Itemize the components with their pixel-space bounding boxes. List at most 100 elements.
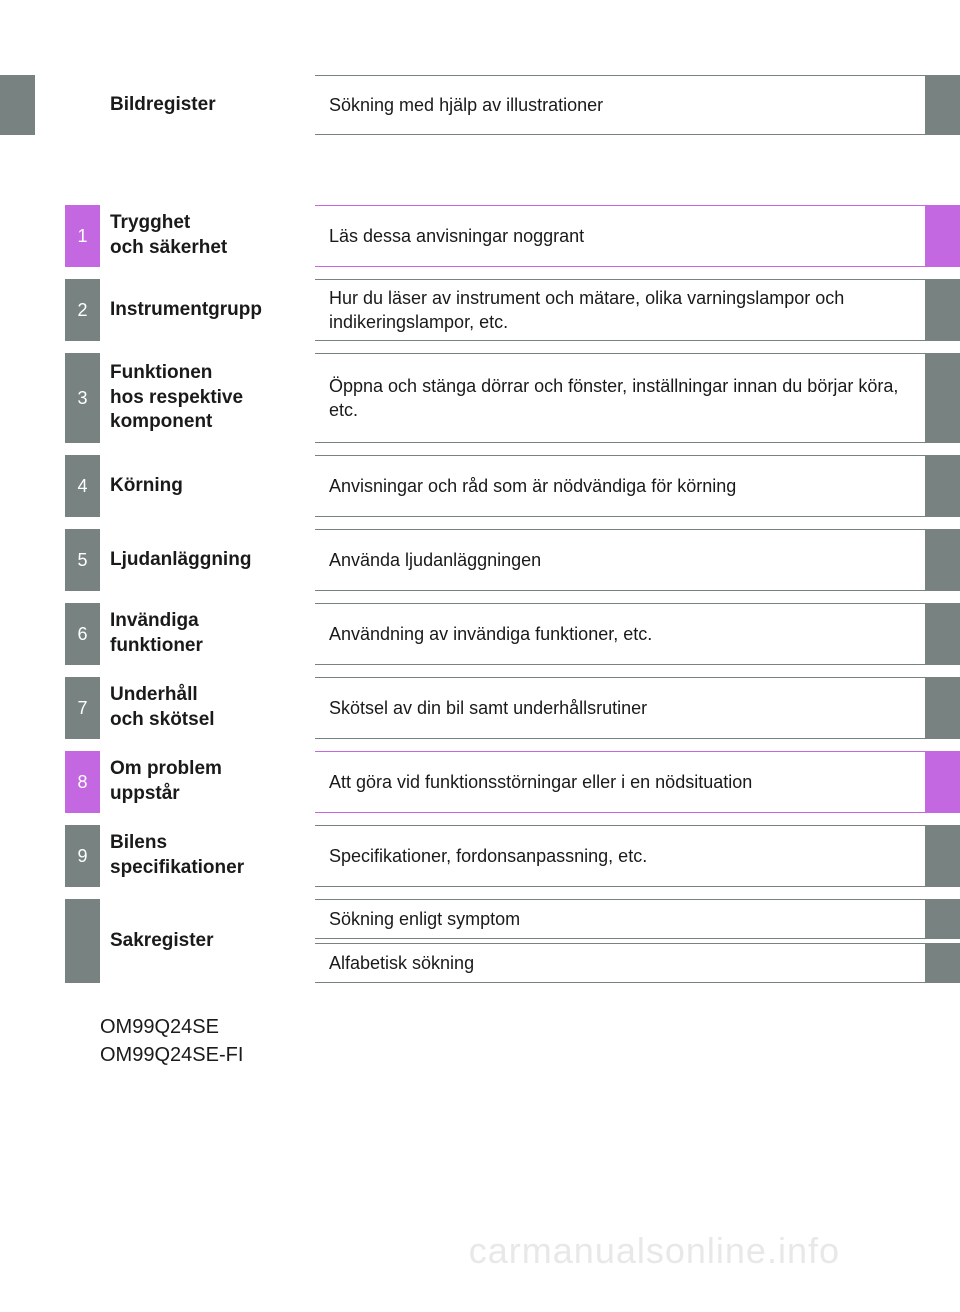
chapter-right-col: Läs dessa anvisningar noggrant <box>315 205 960 267</box>
chapter-left-margin: 8 <box>0 751 100 813</box>
chapter-title-wrapper: Trygghetoch säkerhet <box>100 205 315 267</box>
chapter-number-box: 4 <box>65 455 100 517</box>
chapter-left-margin: 5 <box>0 529 100 591</box>
chapter-left-margin: 9 <box>0 825 100 887</box>
chapter-left-margin: 6 <box>0 603 100 665</box>
chapter-left-margin: 2 <box>0 279 100 341</box>
sakregister-title: Sakregister <box>110 929 214 954</box>
chapter-right-col: Använda ljudanläggningen <box>315 529 960 591</box>
chapter-number-box: 9 <box>65 825 100 887</box>
chapter-number: 1 <box>77 226 87 247</box>
chapter-desc: Läs dessa anvisningar noggrant <box>329 224 584 248</box>
chapter-desc: Anvisningar och råd som är nödvändiga fö… <box>329 474 736 498</box>
chapter-number-box: 3 <box>65 353 100 443</box>
sakregister-row: Sakregister Sökning enligt symptom Alfabet… <box>0 899 960 983</box>
chapter-title: Körning <box>110 474 183 499</box>
chapter-side-tab <box>925 205 960 267</box>
chapter-desc: Använda ljudanläggningen <box>329 548 541 572</box>
sakregister-item-row-1[interactable]: Alfabetisk sökning <box>315 943 960 983</box>
chapter-desc-box: Användning av invändiga funktioner, etc. <box>315 603 925 665</box>
chapter-title-wrapper: Om problemuppstår <box>100 751 315 813</box>
chapter-desc-box: Skötsel av din bil samt underhållsrutine… <box>315 677 925 739</box>
chapter-title: Bilensspecifikationer <box>110 831 244 880</box>
chapter-number: 8 <box>77 772 87 793</box>
chapter-row-5[interactable]: 5 Ljudanläggning Använda ljudanläggningen <box>0 529 960 591</box>
sakregister-block: Sakregister Sökning enligt symptom Alfabet… <box>0 899 960 983</box>
chapter-number: 9 <box>77 846 87 867</box>
chapter-right-col: Öppna och stänga dörrar och fönster, ins… <box>315 353 960 443</box>
sakregister-item-text: Sökning enligt symptom <box>329 907 520 931</box>
chapter-number: 6 <box>77 624 87 645</box>
chapter-desc: Användning av invändiga funktioner, etc. <box>329 622 652 646</box>
chapter-number-box: 7 <box>65 677 100 739</box>
chapter-row-2[interactable]: 2 Instrumentgrupp Hur du läser av instrume… <box>0 279 960 341</box>
chapter-title-wrapper: Körning <box>100 455 315 517</box>
chapter-number: 3 <box>77 388 87 409</box>
chapter-desc-box: Läs dessa anvisningar noggrant <box>315 205 925 267</box>
footer-codes: OM99Q24SE OM99Q24SE-FI <box>100 1013 960 1069</box>
chapter-desc-box: Använda ljudanläggningen <box>315 529 925 591</box>
header-title: Bildregister <box>110 93 216 118</box>
chapter-side-tab <box>925 529 960 591</box>
sakregister-items: Sökning enligt symptom Alfabetisk sökning <box>315 899 960 983</box>
chapter-title: Invändigafunktioner <box>110 609 203 658</box>
header-right: Sökning med hjälp av illustrationer <box>315 75 960 135</box>
chapter-title-wrapper: Instrumentgrupp <box>100 279 315 341</box>
chapter-side-tab <box>925 677 960 739</box>
chapter-desc: Skötsel av din bil samt underhållsrutine… <box>329 696 647 720</box>
header-left-tab <box>0 75 100 135</box>
watermark-text: carmanualsonline.info <box>469 1230 840 1272</box>
chapter-title-wrapper: Ljudanläggning <box>100 529 315 591</box>
footer-code-1: OM99Q24SE <box>100 1013 960 1041</box>
chapter-side-tab <box>925 353 960 443</box>
chapter-number-box: 1 <box>65 205 100 267</box>
chapter-row-6[interactable]: 6 Invändigafunktioner Användning av invänd… <box>0 603 960 665</box>
chapter-side-tab <box>925 455 960 517</box>
chapter-title-wrapper: Bilensspecifikationer <box>100 825 315 887</box>
chapter-desc: Hur du läser av instrument och mätare, o… <box>329 286 911 335</box>
chapter-left-margin: 7 <box>0 677 100 739</box>
chapter-number: 4 <box>77 476 87 497</box>
chapter-left-margin: 3 <box>0 353 100 443</box>
chapter-title: Ljudanläggning <box>110 548 251 573</box>
chapter-number: 7 <box>77 698 87 719</box>
chapter-title-wrapper: Funktionenhos respektivekomponent <box>100 353 315 443</box>
chapter-right-col: Anvisningar och råd som är nödvändiga fö… <box>315 455 960 517</box>
chapter-row-8[interactable]: 8 Om problemuppstårAtt göra vid funktions… <box>0 751 960 813</box>
chapter-title-wrapper: Underhålloch skötsel <box>100 677 315 739</box>
header-desc-box: Sökning med hjälp av illustrationer <box>315 75 925 135</box>
chapter-row-7[interactable]: 7 Underhålloch skötsel Skötsel av din bil … <box>0 677 960 739</box>
chapter-title: Underhålloch skötsel <box>110 683 215 732</box>
chapter-desc: Öppna och stänga dörrar och fönster, ins… <box>329 374 911 423</box>
chapter-side-tab <box>925 751 960 813</box>
sakregister-side-tab <box>925 943 960 983</box>
chapter-side-tab <box>925 603 960 665</box>
sakregister-tab-box <box>65 899 100 983</box>
header-desc: Sökning med hjälp av illustrationer <box>329 93 603 117</box>
chapter-row-1[interactable]: 1 Trygghetoch säkerhet Läs dessa anvisning… <box>0 205 960 267</box>
chapter-desc-box: Anvisningar och råd som är nödvändiga fö… <box>315 455 925 517</box>
sakregister-side-tab <box>925 899 960 939</box>
header-tab-box <box>0 75 35 135</box>
sakregister-left-margin <box>0 899 100 983</box>
chapter-side-tab <box>925 825 960 887</box>
chapter-number-box: 2 <box>65 279 100 341</box>
header-title-wrapper: Bildregister <box>100 75 315 135</box>
chapter-number-box: 5 <box>65 529 100 591</box>
chapter-left-margin: 4 <box>0 455 100 517</box>
chapter-title: Funktionenhos respektivekomponent <box>110 361 243 435</box>
chapter-desc-box: Specifikationer, fordonsanpassning, etc. <box>315 825 925 887</box>
chapter-desc-box: Öppna och stänga dörrar och fönster, ins… <box>315 353 925 443</box>
chapter-right-col: Skötsel av din bil samt underhållsrutine… <box>315 677 960 739</box>
chapter-row-3[interactable]: 3 Funktionenhos respektivekomponent Öppna … <box>0 353 960 443</box>
sakregister-item-row-0[interactable]: Sökning enligt symptom <box>315 899 960 939</box>
chapter-number: 2 <box>77 300 87 321</box>
chapter-desc-box: Hur du läser av instrument och mätare, o… <box>315 279 925 341</box>
chapter-number-box: 8 <box>65 751 100 813</box>
sakregister-item-desc-box: Alfabetisk sökning <box>315 943 925 983</box>
chapter-title: Instrumentgrupp <box>110 298 262 323</box>
sakregister-item-desc-box: Sökning enligt symptom <box>315 899 925 939</box>
chapter-row-4[interactable]: 4 Körning Anvisningar och råd som är nödvä… <box>0 455 960 517</box>
chapter-row-9[interactable]: 9 Bilensspecifikationer Specifikationer, f… <box>0 825 960 887</box>
chapter-right-col: Att göra vid funktionsstörningar eller i… <box>315 751 960 813</box>
